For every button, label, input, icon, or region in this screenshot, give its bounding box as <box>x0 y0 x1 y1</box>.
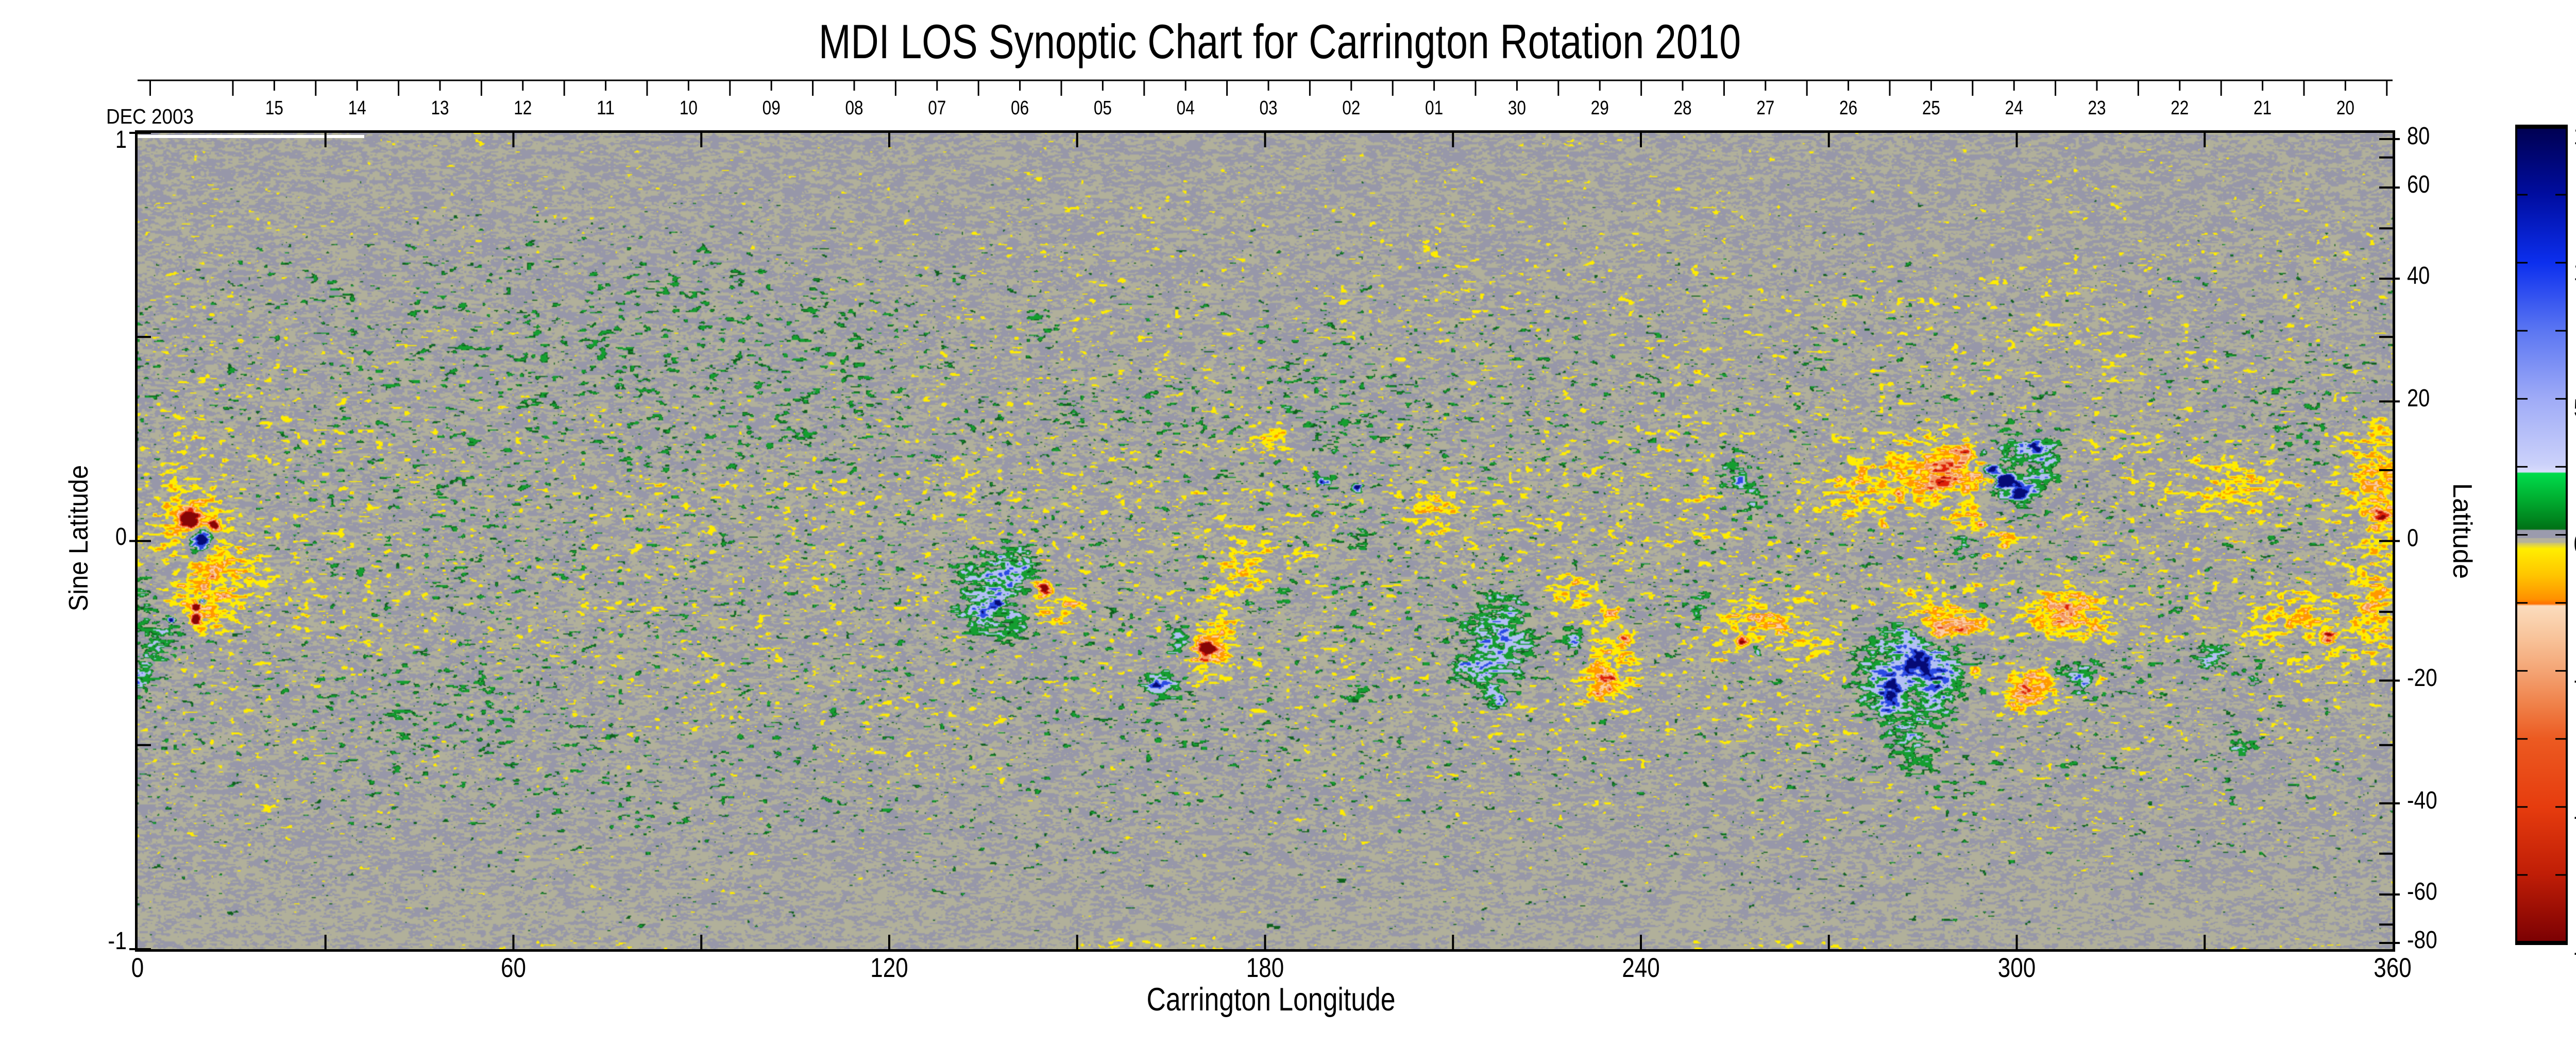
svg-text:22: 22 <box>2171 97 2189 119</box>
svg-text:29: 29 <box>1591 97 1609 119</box>
svg-text:05: 05 <box>1094 97 1112 119</box>
svg-text:08: 08 <box>845 97 863 119</box>
svg-text:Sine Latitude: Sine Latitude <box>64 465 94 611</box>
svg-text:03: 03 <box>1259 97 1277 119</box>
svg-text:12: 12 <box>514 97 532 119</box>
svg-text:DEC 2003: DEC 2003 <box>106 105 194 128</box>
svg-text:80: 80 <box>2407 123 2430 150</box>
svg-text:500: 500 <box>2574 394 2576 422</box>
svg-text:-60: -60 <box>2407 878 2437 905</box>
svg-text:24: 24 <box>2005 97 2023 119</box>
svg-text:240: 240 <box>1622 953 1659 983</box>
svg-text:-40: -40 <box>2407 787 2437 814</box>
svg-text:Latitude: Latitude <box>2447 483 2477 579</box>
svg-text:20: 20 <box>2336 97 2354 119</box>
svg-text:300: 300 <box>1998 953 2036 983</box>
svg-text:28: 28 <box>1673 97 1691 119</box>
svg-text:09: 09 <box>762 97 781 119</box>
svg-text:14: 14 <box>348 97 366 119</box>
svg-text:27: 27 <box>1756 97 1774 119</box>
svg-text:0: 0 <box>115 523 127 551</box>
svg-text:1000: 1000 <box>2574 259 2576 286</box>
svg-text:06: 06 <box>1011 97 1029 119</box>
svg-text:60: 60 <box>501 953 526 983</box>
svg-text:02: 02 <box>1342 97 1360 119</box>
svg-text:26: 26 <box>1839 97 1857 119</box>
svg-text:-500: -500 <box>2574 667 2576 694</box>
svg-text:20: 20 <box>2407 385 2430 412</box>
svg-text:10: 10 <box>680 97 698 119</box>
svg-text:13: 13 <box>431 97 449 119</box>
svg-text:15: 15 <box>265 97 283 119</box>
svg-text:04: 04 <box>1177 97 1195 119</box>
svg-text:0: 0 <box>131 953 144 983</box>
svg-text:Carrington Longitude: Carrington Longitude <box>1147 982 1396 1018</box>
svg-text:23: 23 <box>2088 97 2106 119</box>
svg-text:360: 360 <box>2374 953 2411 983</box>
svg-text:-1000: -1000 <box>2574 803 2576 830</box>
svg-text:30: 30 <box>1508 97 1526 119</box>
svg-text:40: 40 <box>2407 262 2430 289</box>
svg-text:01: 01 <box>1425 97 1443 119</box>
svg-text:21: 21 <box>2253 97 2272 119</box>
svg-text:-1500: -1500 <box>2574 939 2576 966</box>
svg-text:25: 25 <box>1922 97 1940 119</box>
svg-text:0: 0 <box>2574 531 2576 558</box>
svg-text:-1: -1 <box>108 928 127 955</box>
svg-text:1: 1 <box>115 126 127 153</box>
svg-text:11: 11 <box>597 97 615 119</box>
svg-text:180: 180 <box>1246 953 1284 983</box>
svg-text:120: 120 <box>870 953 908 983</box>
svg-text:07: 07 <box>928 97 946 119</box>
svg-text:1500: 1500 <box>2574 123 2576 150</box>
svg-text:60: 60 <box>2407 171 2430 198</box>
svg-text:-80: -80 <box>2407 926 2437 954</box>
svg-text:-20: -20 <box>2407 664 2437 692</box>
svg-text:0: 0 <box>2407 525 2418 552</box>
svg-text:MDI LOS Synoptic Chart for Car: MDI LOS Synoptic Chart for Carrington Ro… <box>819 14 1741 68</box>
